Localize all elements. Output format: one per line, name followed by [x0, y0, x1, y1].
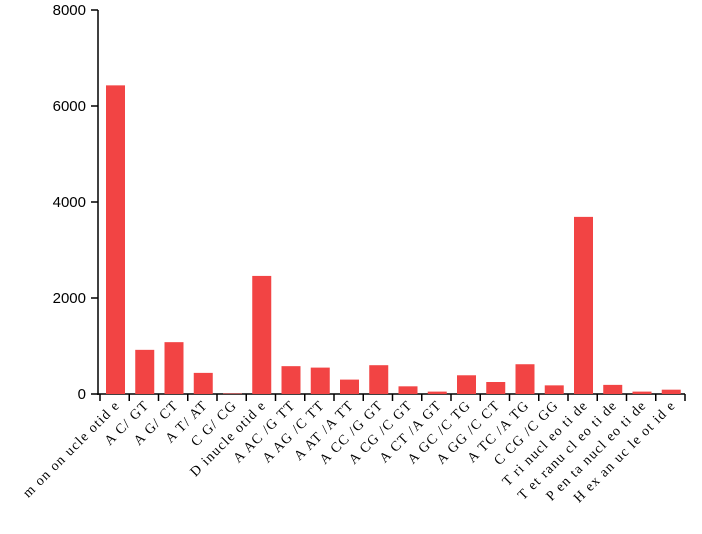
bar	[544, 385, 564, 394]
bar	[632, 391, 652, 394]
bar	[135, 349, 155, 394]
bar	[223, 393, 242, 395]
bars	[106, 85, 681, 395]
x-axis	[98, 393, 686, 401]
bar	[340, 379, 359, 394]
bar	[574, 216, 593, 394]
bar	[281, 366, 301, 394]
y-tick-label: 0	[78, 386, 86, 403]
bar	[164, 342, 184, 394]
y-tick-label: 6000	[53, 98, 86, 115]
bar	[603, 384, 623, 394]
bar	[369, 365, 389, 394]
bar	[661, 389, 681, 394]
y-axis: 0 2000 4000 6000 8000	[53, 2, 99, 403]
bar	[457, 375, 476, 394]
bar	[427, 391, 447, 394]
bar	[515, 364, 535, 394]
bar	[310, 367, 330, 394]
bar	[106, 85, 125, 395]
y-tick-label: 2000	[53, 290, 86, 307]
y-tick-label: 4000	[53, 194, 86, 211]
bar	[252, 275, 272, 394]
category-label: m on on ucle otid e	[20, 398, 123, 501]
bar	[486, 382, 506, 394]
bar	[193, 372, 213, 394]
category-labels: m on on ucle otid eA C/ GTA G/ CTA T/ AT…	[20, 398, 679, 506]
y-tick-label: 8000	[53, 2, 86, 19]
bar	[398, 386, 418, 394]
